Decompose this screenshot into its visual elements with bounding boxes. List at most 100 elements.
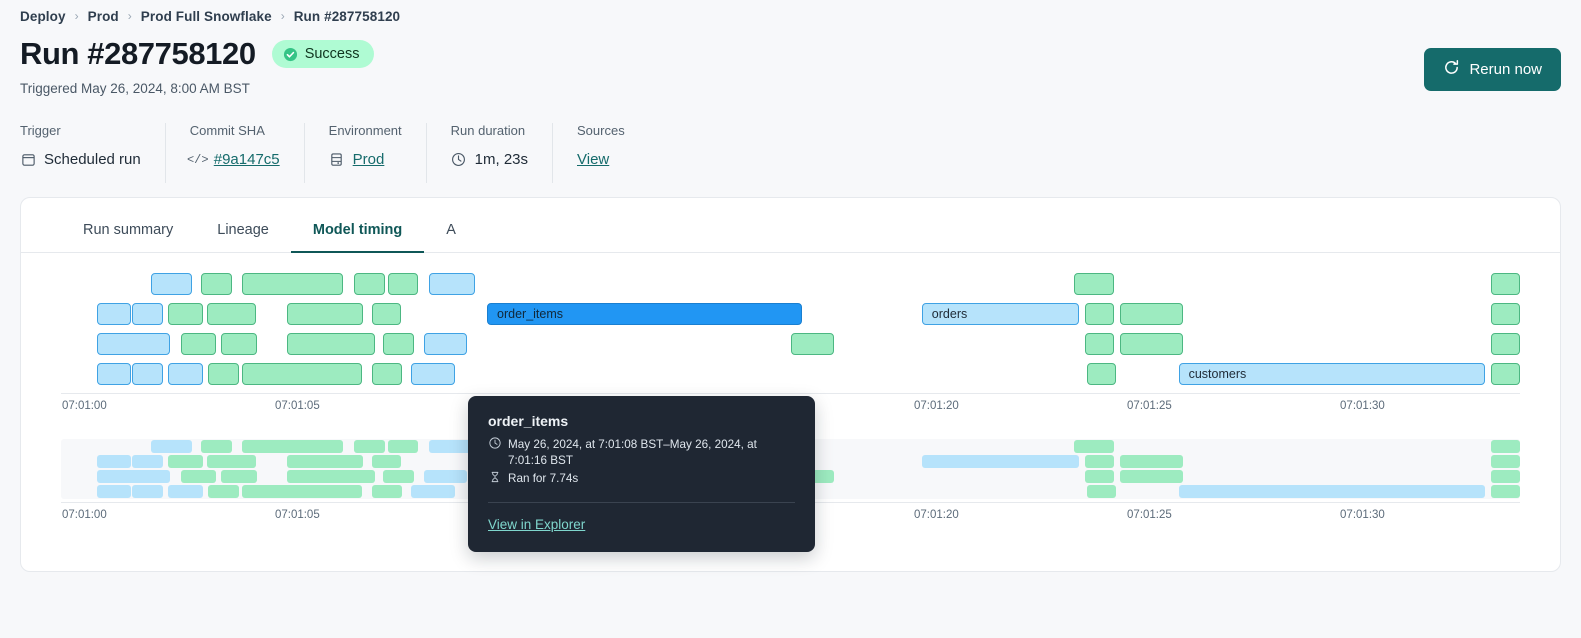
code-icon: </> <box>186 152 209 167</box>
minimap-bar[interactable] <box>383 470 415 483</box>
gantt-bar[interactable] <box>371 303 401 325</box>
minimap-bar[interactable] <box>354 440 385 453</box>
minimap-bar[interactable] <box>241 485 362 498</box>
gantt-bar[interactable] <box>424 333 467 355</box>
minimap-bar[interactable] <box>97 485 132 498</box>
gantt-bar[interactable] <box>428 273 476 295</box>
clock-icon <box>488 437 501 449</box>
gantt-bar[interactable] <box>354 273 385 295</box>
breadcrumb-item-2[interactable]: Prod <box>87 8 119 24</box>
minimap-bar[interactable] <box>1073 440 1115 453</box>
gantt-bar[interactable] <box>1490 273 1520 295</box>
minimap-bar[interactable] <box>1490 440 1520 453</box>
gantt-bar[interactable] <box>97 303 132 325</box>
gantt-bar-order_items[interactable]: order_items <box>487 303 803 325</box>
minimap-bar[interactable] <box>167 455 203 468</box>
clock-icon <box>451 152 467 168</box>
gantt-bar[interactable] <box>221 333 257 355</box>
gantt-bar[interactable] <box>167 303 203 325</box>
gantt-bar[interactable] <box>1085 333 1115 355</box>
minimap-bar[interactable] <box>97 455 132 468</box>
axis-tick-6: 07:01:25 <box>1127 400 1172 412</box>
gantt-bar[interactable] <box>97 333 171 355</box>
meta-cell-environment: Environment Prod <box>303 123 426 183</box>
minimap-bar[interactable] <box>1086 485 1116 498</box>
minimap-bar[interactable] <box>132 485 164 498</box>
meta-value-text: Scheduled run <box>44 151 141 168</box>
gantt-bar[interactable] <box>132 363 164 385</box>
minimap-bar[interactable] <box>221 470 257 483</box>
gantt-bar[interactable] <box>790 333 835 355</box>
breadcrumb-item-1[interactable]: Deploy <box>20 8 66 24</box>
gantt-bar[interactable] <box>1490 363 1520 385</box>
gantt-bar[interactable] <box>387 273 419 295</box>
breadcrumb-item-3[interactable]: Prod Full Snowflake <box>140 8 272 24</box>
minimap-bar[interactable] <box>1085 470 1115 483</box>
gantt-bar[interactable] <box>97 363 132 385</box>
minimap-bar[interactable] <box>206 455 257 468</box>
breadcrumb-separator: › <box>127 9 132 23</box>
gantt-bar[interactable] <box>287 333 375 355</box>
tab-model-timing[interactable]: Model timing <box>290 206 425 253</box>
gantt-bar[interactable] <box>241 363 362 385</box>
minimap-bar[interactable] <box>287 455 363 468</box>
meta-label: Environment <box>328 123 402 138</box>
tab-lineage[interactable]: Lineage <box>217 222 269 238</box>
tab-a[interactable]: A <box>446 222 456 238</box>
minimap-bar[interactable] <box>167 485 203 498</box>
minimap-bar[interactable] <box>921 455 1080 468</box>
view-in-explorer-link[interactable]: View in Explorer <box>488 517 586 532</box>
minimap-bar[interactable] <box>371 455 401 468</box>
minimap-bar[interactable] <box>428 440 476 453</box>
meta-value-text[interactable]: #9a147c5 <box>213 151 280 168</box>
gantt-bar[interactable] <box>180 333 216 355</box>
gantt-bar[interactable] <box>1120 303 1183 325</box>
gantt-bar-orders[interactable]: orders <box>921 303 1080 325</box>
minimap-bar[interactable] <box>387 440 419 453</box>
gantt-bar[interactable] <box>132 303 164 325</box>
gantt-bar[interactable] <box>1490 333 1520 355</box>
gantt-bar[interactable] <box>383 333 415 355</box>
minimap-bar[interactable] <box>1120 455 1183 468</box>
gantt-bar[interactable] <box>1120 333 1183 355</box>
gantt-bar[interactable] <box>208 363 239 385</box>
gantt-bar[interactable] <box>371 363 403 385</box>
minimap-bar[interactable] <box>1490 470 1520 483</box>
tab-run-summary[interactable]: Run summary <box>83 222 174 238</box>
minimap-bar[interactable] <box>241 440 343 453</box>
meta-value-text[interactable]: View <box>577 151 610 168</box>
minimap-bar[interactable] <box>287 470 375 483</box>
minimap-bar[interactable] <box>1490 485 1520 498</box>
gantt-bar[interactable] <box>1073 273 1115 295</box>
rerun-now-button[interactable]: Rerun now <box>1424 48 1561 91</box>
meta-value-text[interactable]: Prod <box>352 151 385 168</box>
minimap-bar[interactable] <box>151 440 193 453</box>
minimap-bar[interactable] <box>180 470 216 483</box>
gantt-bar[interactable] <box>287 303 363 325</box>
gantt-bar[interactable] <box>201 273 232 295</box>
gantt-bar-customers[interactable]: customers <box>1178 363 1485 385</box>
gantt-bar[interactable] <box>151 273 193 295</box>
minimap-bar[interactable] <box>371 485 403 498</box>
minimap-bar[interactable] <box>1085 455 1115 468</box>
gantt-bar[interactable] <box>411 363 455 385</box>
gantt-bar[interactable] <box>1086 363 1116 385</box>
check-circle-icon <box>283 47 298 62</box>
minimap-bar[interactable] <box>1490 455 1520 468</box>
minimap-bar[interactable] <box>1120 470 1183 483</box>
minimap-bar[interactable] <box>411 485 455 498</box>
gantt-bar[interactable] <box>206 303 257 325</box>
gantt-bar[interactable] <box>167 363 203 385</box>
minimap-bar[interactable] <box>424 470 467 483</box>
gantt-bar[interactable] <box>1085 303 1115 325</box>
minimap-bar[interactable] <box>1178 485 1485 498</box>
meta-cell-trigger: Trigger Scheduled run <box>20 123 165 183</box>
gantt-row <box>61 329 1520 359</box>
minimap-bar[interactable] <box>97 470 171 483</box>
minimap-bar[interactable] <box>201 440 232 453</box>
minimap-axis-tick-7: 07:01:30 <box>1340 509 1385 521</box>
gantt-bar[interactable] <box>241 273 343 295</box>
minimap-bar[interactable] <box>208 485 239 498</box>
minimap-bar[interactable] <box>132 455 164 468</box>
gantt-bar[interactable] <box>1490 303 1520 325</box>
